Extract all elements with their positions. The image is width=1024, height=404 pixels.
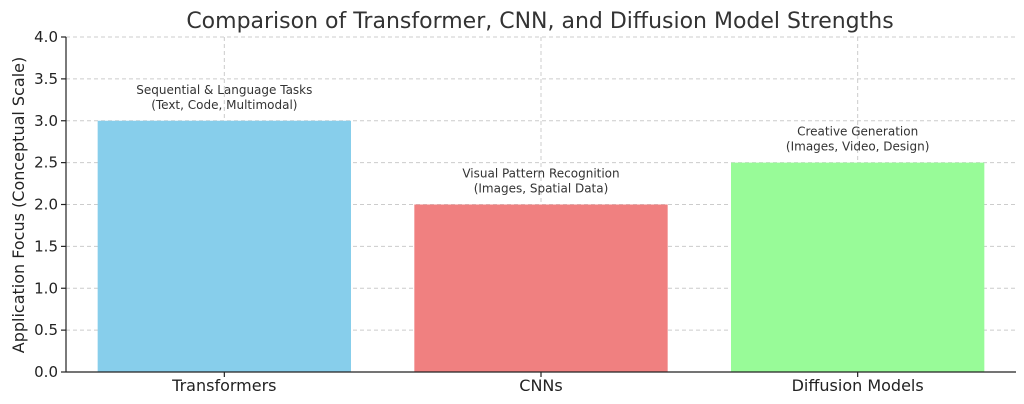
bar-transformers [97,120,352,372]
x-tick-label: CNNs [519,376,562,395]
y-tick-label: 0.5 [34,321,58,339]
bar-annotation: (Text, Code, Multimodal) [151,98,297,112]
chart-title: Comparison of Transformer, CNN, and Diff… [186,9,893,34]
y-axis-label: Application Focus (Conceptual Scale) [9,57,28,353]
labels: 0.0 0.5 1.0 1.5 2.0 2.5 3.0 3.5 4.0 Sequential & … [34,28,929,395]
y-tick-label: 0.0 [34,363,58,381]
bar-annotation: Creative Generation [797,125,918,139]
axes [61,36,1016,377]
bar-annotation: (Images, Spatial Data) [474,182,609,196]
y-tick-label: 3.0 [34,112,58,130]
bar-cnns [414,204,668,372]
y-tick-label: 1.0 [34,279,58,297]
x-tick-label: Transformers [171,376,276,395]
y-tick-label: 4.0 [34,28,58,46]
bars [97,120,985,372]
y-tick-label: 2.5 [34,154,58,172]
y-tick-label: 3.5 [34,70,58,88]
bar-diffusion-models [731,162,985,372]
bar-annotation: Sequential & Language Tasks [136,83,312,97]
bar-annotation: (Images, Video, Design) [786,140,930,154]
bar-annotation: Visual Pattern Recognition [462,167,619,181]
y-tick-label: 2.0 [34,196,58,214]
y-tick-label: 1.5 [34,237,58,255]
x-tick-label: Diffusion Models [792,376,924,395]
